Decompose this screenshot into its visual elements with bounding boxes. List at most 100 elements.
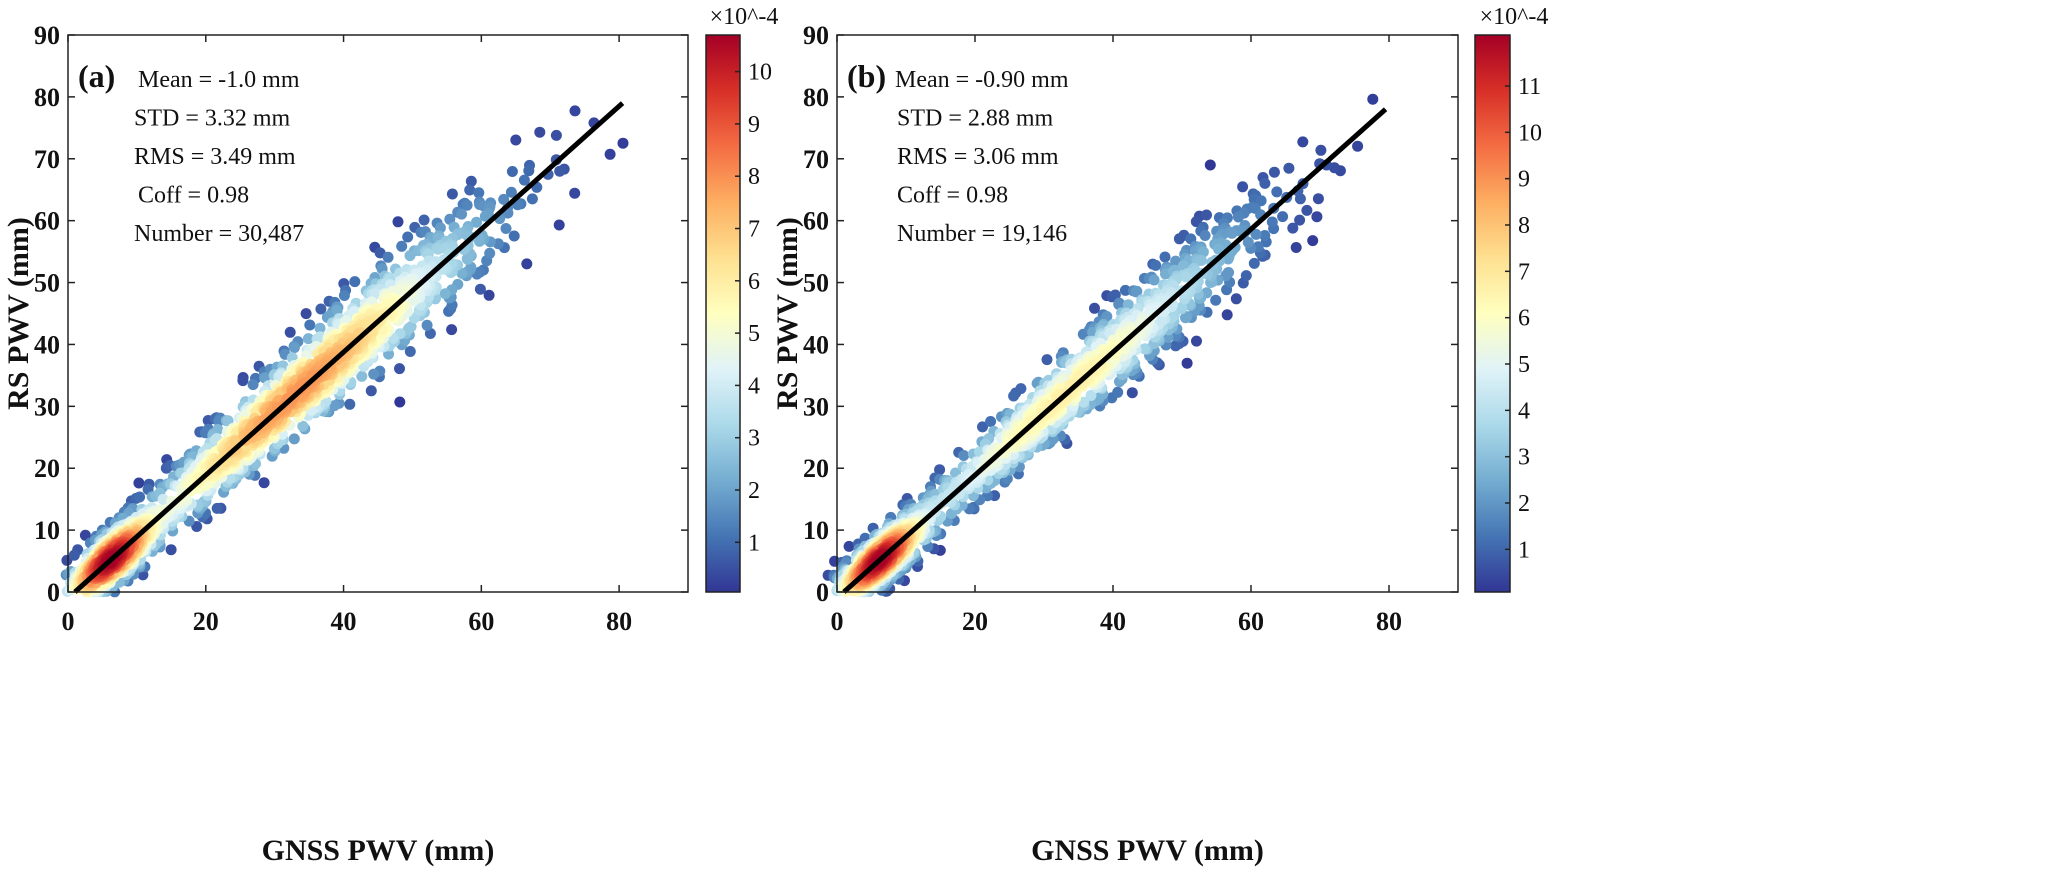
scatter-point bbox=[1248, 257, 1260, 269]
scatter-point bbox=[1290, 242, 1302, 253]
scatter-point bbox=[1266, 216, 1278, 228]
scatter-point bbox=[1255, 195, 1267, 207]
scatter-point bbox=[474, 283, 486, 295]
scatter-point bbox=[1210, 294, 1222, 306]
scatter-point bbox=[1139, 343, 1150, 355]
scatter-point bbox=[392, 216, 404, 228]
scatter-point bbox=[456, 267, 468, 279]
scatter-point bbox=[1204, 159, 1216, 171]
x-tick-label: 60 bbox=[1238, 607, 1264, 636]
scatter-point bbox=[1191, 335, 1202, 347]
y-tick-label: 70 bbox=[803, 145, 829, 174]
scatter-point bbox=[407, 295, 419, 307]
scatter-point bbox=[1294, 214, 1306, 226]
y-tick-label: 60 bbox=[803, 207, 829, 236]
x-tick-label: 40 bbox=[1100, 607, 1126, 636]
scatter-point bbox=[569, 187, 581, 199]
scatter-point bbox=[404, 346, 416, 357]
scatter-point bbox=[1367, 93, 1379, 105]
scatter-point bbox=[315, 303, 327, 315]
scatter-point bbox=[157, 493, 169, 505]
scatter-point bbox=[418, 214, 430, 226]
fit-line bbox=[73, 101, 625, 594]
scatter-point bbox=[505, 186, 517, 198]
scatter-point bbox=[374, 247, 386, 259]
scatter-point bbox=[484, 247, 496, 259]
scatter-point bbox=[1259, 230, 1271, 241]
colorbar-tick-label: 4 bbox=[1518, 398, 1530, 424]
scatter-point bbox=[1242, 236, 1254, 248]
scatter-point bbox=[1008, 390, 1020, 402]
y-tick-label: 40 bbox=[803, 330, 829, 359]
colorbar-tick-label: 7 bbox=[748, 217, 760, 243]
scatter-point bbox=[134, 491, 146, 503]
x-tick-label: 20 bbox=[962, 607, 988, 636]
x-tick-label: 0 bbox=[62, 607, 75, 636]
y-tick-label: 50 bbox=[803, 269, 829, 298]
scatter-point bbox=[446, 188, 458, 200]
y-tick-label: 10 bbox=[34, 516, 60, 545]
y-axis-label: RS PWV (mm) bbox=[771, 217, 804, 410]
scatter-point bbox=[461, 199, 473, 211]
scatter-point bbox=[349, 276, 361, 288]
colorbar-tick-label: 9 bbox=[1518, 167, 1530, 193]
scatter-point bbox=[382, 251, 394, 263]
scatter-point bbox=[518, 174, 530, 186]
stat-text: Mean = -1.0 mm bbox=[138, 67, 300, 93]
scatter-point bbox=[1159, 251, 1171, 263]
scatter-point bbox=[1180, 312, 1191, 324]
y-tick-label: 20 bbox=[34, 454, 60, 483]
scatter-point bbox=[506, 166, 518, 177]
scatter-point bbox=[1047, 433, 1059, 445]
scatter-point bbox=[1213, 243, 1225, 255]
scatter-point bbox=[439, 288, 451, 300]
scatter-point bbox=[1130, 286, 1142, 298]
scatter-point bbox=[247, 379, 259, 391]
fit-line bbox=[842, 107, 1388, 594]
scatter-point bbox=[1195, 254, 1207, 266]
colorbar-scale-label: ×10^-4 bbox=[1480, 4, 1549, 30]
y-tick-label: 30 bbox=[803, 392, 829, 421]
scatter-point bbox=[479, 210, 491, 222]
scatter-point bbox=[1277, 211, 1289, 223]
panel-label: (a) bbox=[78, 58, 115, 94]
panel-b: 0 20 40 60 80 0 10 20 30 40 50 60 70 80 90 GNSS PWV (mm… bbox=[771, 4, 1548, 867]
x-tick-label: 40 bbox=[331, 607, 357, 636]
panel-label: (b) bbox=[847, 58, 886, 94]
scatter-point bbox=[1085, 390, 1097, 401]
scatter-point bbox=[284, 326, 296, 338]
x-tick-label: 60 bbox=[468, 607, 494, 636]
scatter-point bbox=[554, 165, 566, 177]
y-tick-label: 60 bbox=[34, 207, 60, 236]
y-tick-label: 50 bbox=[34, 269, 60, 298]
scatter-point bbox=[617, 137, 629, 149]
scatter-point bbox=[521, 258, 533, 270]
axes-box bbox=[836, 34, 1459, 593]
y-tick-label: 90 bbox=[803, 21, 829, 50]
scatter-point bbox=[403, 322, 415, 334]
colorbar bbox=[1474, 34, 1511, 593]
scatter-point bbox=[396, 240, 408, 252]
stat-text: Mean = -0.90 mm bbox=[895, 67, 1069, 93]
colorbar-tick-label: 2 bbox=[748, 478, 760, 504]
scatter-point bbox=[569, 105, 581, 117]
stat-text: STD = 2.88 mm bbox=[897, 106, 1054, 132]
x-tick-label: 80 bbox=[1376, 607, 1402, 636]
scatter-point bbox=[1287, 222, 1299, 234]
scatter-point bbox=[446, 324, 458, 336]
colorbar-tick-label: 10 bbox=[1518, 120, 1542, 146]
scatter-point bbox=[394, 363, 405, 375]
scatter-point bbox=[1259, 177, 1271, 189]
scatter-point bbox=[365, 385, 377, 397]
colorbar-tick-label: 10 bbox=[748, 60, 772, 86]
scatter-point bbox=[498, 193, 510, 205]
colorbar-tick-label: 6 bbox=[748, 269, 760, 295]
colorbar bbox=[705, 34, 741, 593]
scatter-point bbox=[237, 375, 249, 387]
colorbar-tick-label: 9 bbox=[748, 112, 760, 138]
y-tick-label: 70 bbox=[34, 145, 60, 174]
scatter-point bbox=[133, 477, 145, 489]
scatter-point bbox=[68, 549, 80, 561]
scatter-point bbox=[1352, 140, 1364, 152]
colorbar-tick-label: 8 bbox=[1518, 213, 1530, 239]
